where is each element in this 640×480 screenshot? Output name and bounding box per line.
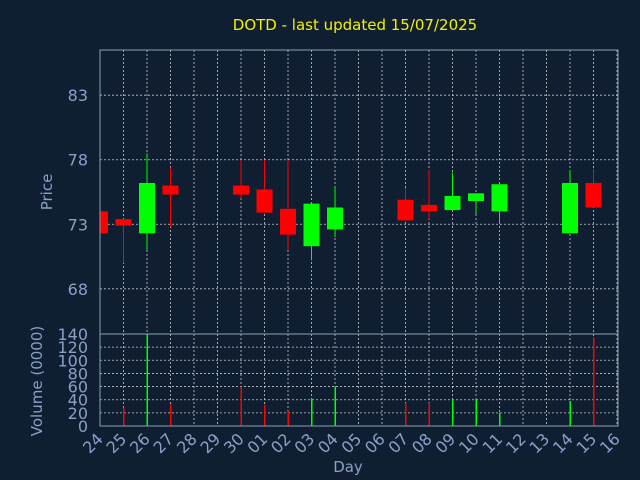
chart-title: DOTD - last updated 15/07/2025 [233,16,477,34]
price-y-tick-labels: 68 73 78 83 [68,86,88,299]
candle-body [421,204,437,212]
candle-body [585,182,602,208]
volume-bar [593,337,595,426]
volume-bars [123,334,595,426]
volume-bar [452,399,454,426]
volume-panel-frame [99,333,619,427]
volume-bar [499,412,501,426]
price-y-tick-label: 78 [68,151,88,170]
candle [162,167,179,227]
x-tick-label: 16 [596,429,624,457]
volume-y-tick-label: 60 [68,378,88,397]
candle [99,211,108,234]
volume-bar [569,401,571,426]
candle-body [139,182,155,234]
volume-bar [334,386,336,426]
candle-body [100,211,108,234]
price-y-tick-label: 73 [68,215,88,234]
candle-body [397,199,414,221]
candle-body [115,219,132,226]
volume-y-tick-label: 80 [68,364,88,383]
candle [444,172,461,211]
candle [280,159,296,251]
volume-bar [428,403,430,426]
volume-bar [311,398,313,426]
volume-y-tick-label: 0 [78,417,88,436]
candle-body [233,185,249,195]
price-y-tick-label: 83 [68,86,88,105]
candle [421,170,437,220]
candle-body [327,207,343,230]
x-tick-labels: 2425262728293001020304050607080910111213… [79,429,624,457]
volume-y-tick-label: 100 [57,351,88,370]
candle-body [562,182,578,234]
candle-body [468,193,484,202]
volume-bar [287,411,289,426]
volume-bar [123,407,125,426]
candle-body [280,208,296,235]
price-candles [99,153,602,263]
volume-grid [99,333,618,427]
volume-axis-label: Volume (0000) [28,326,46,436]
volume-y-tick-label: 20 [68,404,88,423]
candle [397,188,414,221]
volume-y-tick-label: 120 [57,338,88,357]
candle-body [303,203,320,247]
candle [327,186,343,238]
volume-bar [170,404,172,426]
volume-bar [405,403,407,426]
candle-body [256,189,273,213]
candle [139,153,155,251]
x-axis-label: Day [333,458,363,476]
price-y-tick-label: 68 [68,280,88,299]
volume-bar [146,334,148,426]
volume-bar [240,386,242,426]
candle [562,170,578,234]
volume-y-tick-label: 140 [57,325,88,344]
price-axis-label: Price [38,174,56,211]
candle [468,193,484,214]
candle [303,203,320,261]
candle [115,219,132,263]
candle-body [162,185,179,195]
volume-bar [475,399,477,426]
candle-body [444,195,461,211]
volume-bar [264,404,266,426]
candle-body [491,184,508,212]
candle [233,159,249,199]
volume-y-tick-label: 40 [68,391,88,410]
candle [491,184,508,225]
candle [256,159,273,213]
candle [585,168,602,208]
